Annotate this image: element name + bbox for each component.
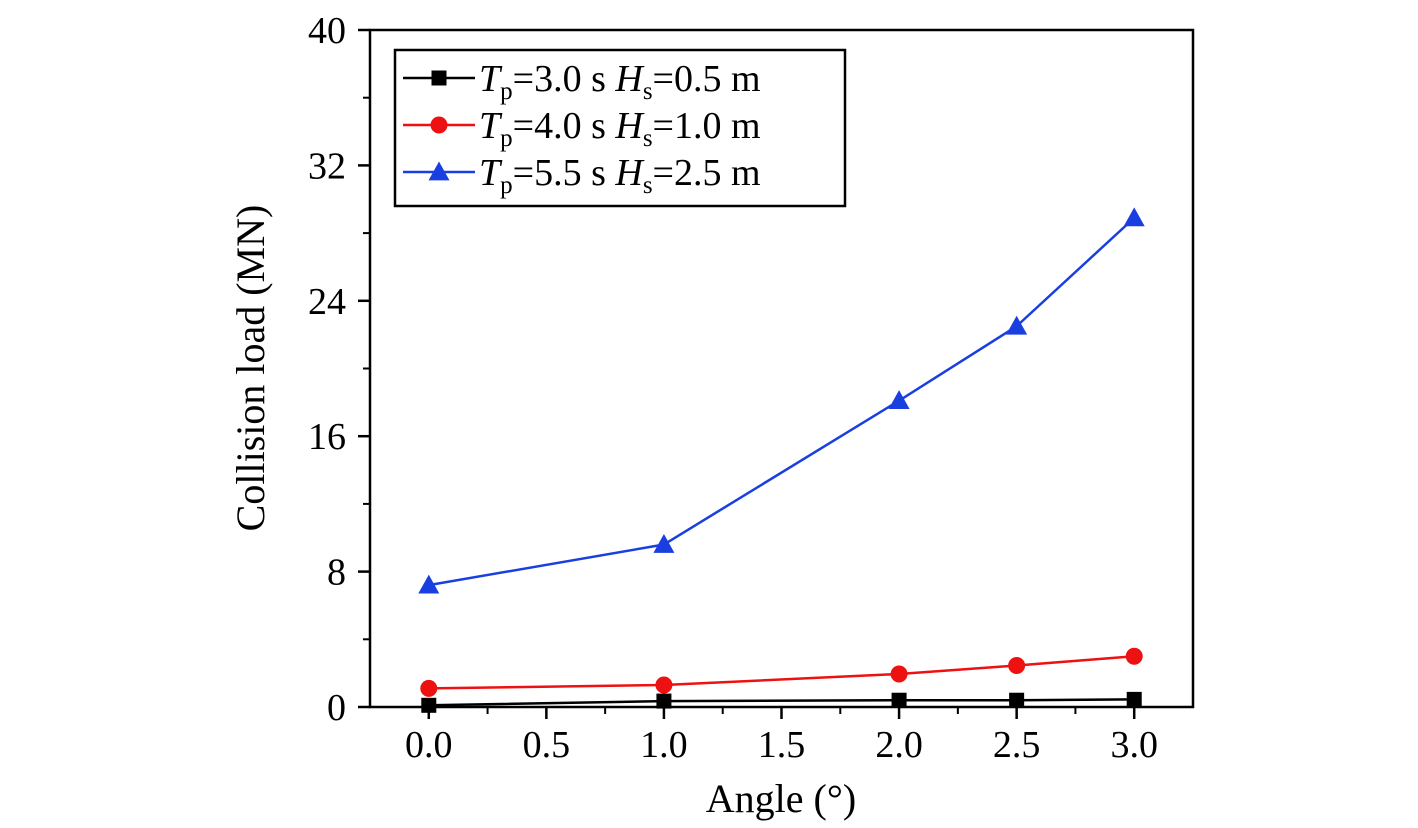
x-tick-label: 1.5 bbox=[758, 724, 806, 766]
y-tick-label: 40 bbox=[308, 10, 346, 52]
series-2-point bbox=[655, 676, 673, 694]
x-tick-label: 0.5 bbox=[523, 724, 571, 766]
legend-label: Tp=4.0 s Hs=1.0 m bbox=[479, 105, 761, 152]
y-tick-label: 32 bbox=[308, 145, 346, 187]
series-2-point bbox=[890, 665, 908, 683]
legend-box bbox=[393, 48, 847, 208]
x-tick-label: 2.5 bbox=[993, 724, 1041, 766]
y-tick-label: 0 bbox=[327, 687, 346, 729]
legend-marker bbox=[431, 70, 447, 86]
series-2-point bbox=[1125, 647, 1143, 665]
series-3-point bbox=[418, 574, 440, 594]
series-3 bbox=[418, 207, 1145, 594]
series-3-point bbox=[888, 390, 910, 410]
series-1 bbox=[421, 691, 1142, 713]
series-layer bbox=[418, 207, 1145, 713]
y-axis-title: Collision load (MN) bbox=[228, 205, 273, 532]
x-tick-label: 3.0 bbox=[1110, 724, 1158, 766]
series-3-line bbox=[428, 216, 1136, 587]
legend-marker bbox=[428, 161, 450, 181]
series-3-point bbox=[653, 534, 675, 553]
y-tick-label: 24 bbox=[308, 281, 346, 323]
y-tick-label: 16 bbox=[308, 416, 346, 458]
legend-label: Tp=5.5 s Hs=2.5 m bbox=[479, 152, 761, 199]
legend-item-3: Tp=5.5 s Hs=2.5 m bbox=[403, 152, 761, 199]
x-tick-label: 2.0 bbox=[875, 724, 923, 766]
series-3-point bbox=[1006, 315, 1028, 335]
series-2-point bbox=[420, 679, 438, 697]
series-2 bbox=[420, 647, 1143, 697]
series-1-point bbox=[421, 697, 437, 713]
legend-item-2: Tp=4.0 s Hs=1.0 m bbox=[403, 105, 761, 152]
x-tick-label: 0.0 bbox=[405, 724, 453, 766]
legend: Tp=3.0 s Hs=0.5 mTp=4.0 s Hs=1.0 mTp=5.5… bbox=[393, 48, 847, 208]
series-1-point bbox=[656, 693, 672, 709]
series-2-line bbox=[428, 654, 1135, 690]
legend-marker bbox=[430, 116, 448, 134]
series-1-point bbox=[1009, 692, 1025, 708]
legend-label: Tp=3.0 s Hs=0.5 m bbox=[479, 58, 761, 105]
series-2-point bbox=[1008, 657, 1026, 675]
series-3-point bbox=[1123, 207, 1145, 227]
y-tick-label: 8 bbox=[327, 552, 346, 594]
x-axis-title: Angle (°) bbox=[706, 776, 856, 821]
series-1-point bbox=[1126, 691, 1142, 707]
series-1-point bbox=[891, 692, 907, 708]
x-tick-label: 1.0 bbox=[640, 724, 688, 766]
axis-ticks: 0.0 0.5 1.0 1.5 2.0 2.5 3.0 0 8 16 24 32 40 bbox=[308, 10, 1158, 766]
legend-item-1: Tp=3.0 s Hs=0.5 m bbox=[403, 58, 761, 105]
series-1-line bbox=[428, 698, 1135, 707]
